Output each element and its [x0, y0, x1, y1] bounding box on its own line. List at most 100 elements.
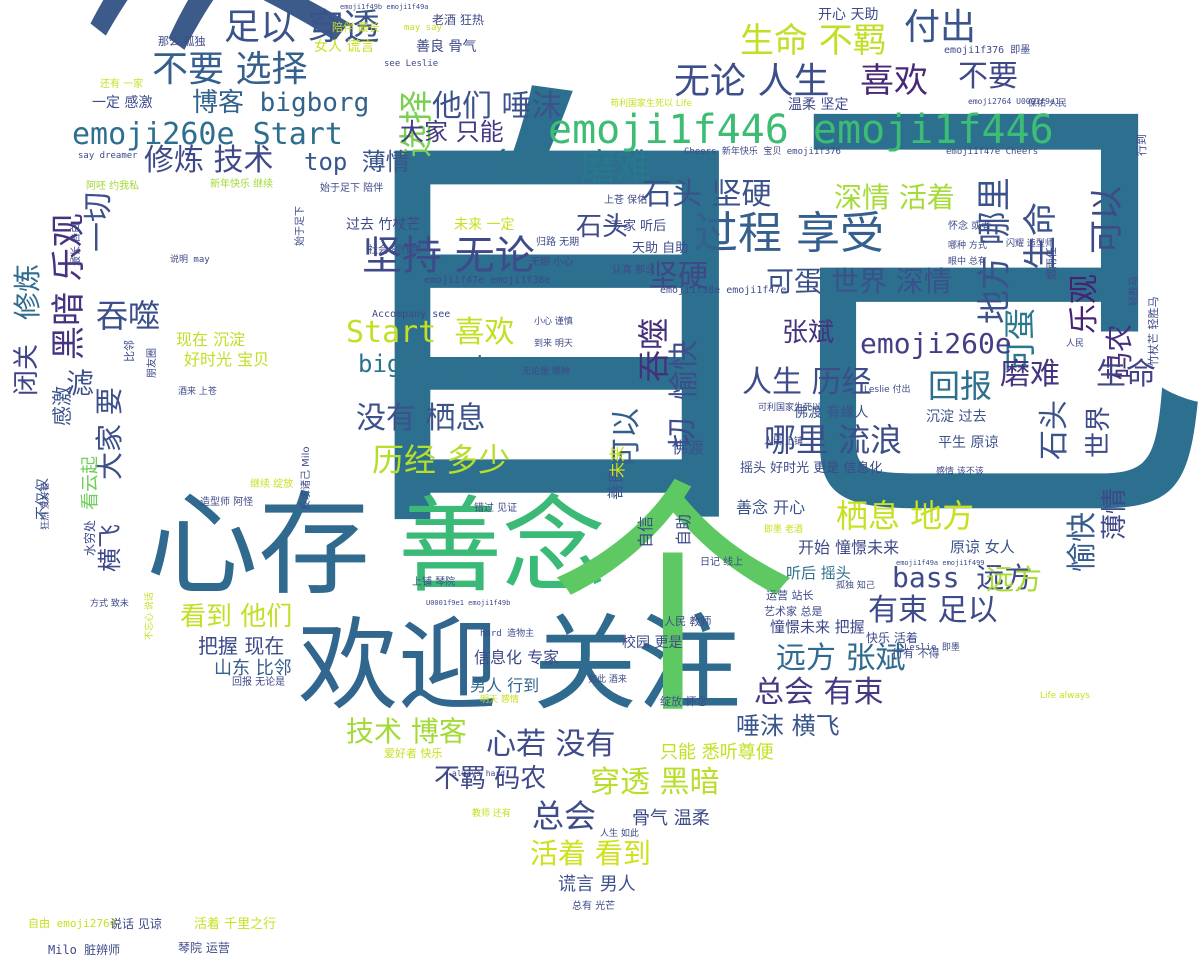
cloud-word: 回报 — [928, 367, 993, 405]
cloud-word: 到来 明天 — [534, 339, 573, 349]
cloud-word: 平生 原谅 — [938, 435, 999, 451]
cloud-word: 喜欢 — [860, 61, 928, 101]
cloud-word: 轻胜马 — [1129, 276, 1140, 306]
cloud-word: U0001f9e1 emoji1f49b — [426, 599, 511, 607]
cloud-word: 说话 见谅 — [110, 917, 162, 931]
cloud-word: 竹杖芒 轻胜马 — [1147, 296, 1160, 367]
cloud-word: 绽放 怀念 — [660, 695, 708, 708]
cloud-word: 眼中 总有 — [948, 257, 987, 267]
cloud-word: 方式 致未 — [90, 599, 129, 609]
cloud-word: 磨难 — [1000, 357, 1060, 392]
cloud-word: 始于足下 陪伴 — [320, 183, 384, 194]
cloud-word: emoji2764 U0001f9e1 — [968, 97, 1060, 106]
cloud-word: 朋友圈 — [147, 348, 158, 378]
cloud-word: 博客 bigborg — [192, 88, 370, 118]
cloud-word: 新年快乐 继续 — [210, 179, 274, 190]
cloud-word: 造型师 阿怪 — [200, 497, 254, 508]
cloud-word: 小心 谨慎 — [534, 317, 573, 327]
cloud-word: 自助 — [674, 513, 693, 546]
cloud-word: 谎言 男人 — [558, 874, 636, 895]
cloud-word: 关注 — [533, 603, 742, 725]
cloud-word: 不忘心 说话 — [145, 592, 155, 640]
cloud-word: always hard — [452, 769, 505, 778]
cloud-word: 石头 — [576, 212, 629, 242]
cloud-word: 生命 — [1096, 357, 1156, 392]
cloud-word: 心存 — [146, 481, 370, 611]
cloud-word: 专家 听后 — [610, 219, 667, 234]
cloud-word: emoji1f376 即墨 — [944, 45, 1031, 56]
cloud-word: 说明 may — [170, 255, 210, 265]
cloud-word: 栖息 地方 — [836, 497, 975, 535]
cloud-word: 怀念 或者 — [948, 221, 992, 232]
cloud-word: 上铺 琴院 — [412, 577, 456, 588]
cloud-word: 可利国家生死以 — [758, 403, 822, 413]
cloud-word: 信息化 专家 — [474, 648, 560, 667]
cloud-word: 校园 更是 — [622, 635, 683, 651]
cloud-word: 世界 — [1084, 405, 1114, 458]
cloud-word: 人民 教师 — [664, 615, 712, 628]
cloud-word: 即墨 老酒 — [764, 525, 803, 535]
cloud-word: emoji260e Start — [72, 117, 343, 152]
cloud-word: 好时光 宝贝 — [184, 350, 270, 369]
cloud-word: 阿呸 约我私 — [86, 181, 140, 192]
cloud-word: 孤独 知己 — [836, 581, 875, 591]
cloud-word: emoji1f446 emoji1f446 — [548, 107, 1054, 153]
cloud-word: 没有 栖息 — [356, 401, 486, 436]
cloud-word: Leslie 付出 — [864, 385, 911, 395]
cloud-word: 苟利国家生死以 Life — [610, 99, 693, 109]
cloud-word: Start 喜欢 — [346, 315, 515, 350]
cloud-word: 反求诸己 Milo — [301, 446, 312, 510]
cloud-word: 认真 那么 — [612, 265, 656, 276]
cloud-word: 哪种 方式 — [948, 241, 987, 251]
cloud-word: 感激 — [50, 386, 74, 426]
cloud-word: 社会 副作用 — [368, 245, 422, 256]
cloud-word: 女人 谎言 — [314, 39, 375, 55]
cloud-word: 佛渡 有缘人 — [794, 405, 869, 421]
cloud-word: say dreamer — [78, 151, 138, 161]
cloud-word: 多少 — [486, 147, 559, 188]
cloud-word: 石头 — [1037, 400, 1072, 460]
cloud-word: 欢迎 — [298, 607, 498, 724]
cloud-word: 穿透 黑暗 — [590, 765, 720, 800]
cloud-word: Cheers 新年快乐 宝贝 emoji1f376 — [684, 147, 841, 157]
cloud-word: 把握 现在 — [198, 634, 285, 658]
cloud-word: Milo 脏辨师 — [48, 943, 121, 957]
cloud-word: 愉快 — [1065, 512, 1100, 572]
cloud-word: 薄情 — [1100, 487, 1130, 540]
cloud-word: 愉快 — [667, 340, 702, 400]
cloud-word: emoji1f47e emoji1f38e — [424, 275, 551, 286]
cloud-word: 石头 坚硬 — [642, 177, 772, 212]
cloud-word: 付出 — [904, 7, 977, 48]
cloud-word: 不要 选择 — [152, 49, 308, 90]
cloud-word: 人民 上铺 — [764, 437, 803, 447]
cloud-word: 一定 感激 — [92, 95, 153, 111]
cloud-word: 狂热 爱好者 — [41, 482, 51, 530]
cloud-word: 无论是 哪种 — [522, 367, 570, 377]
cloud-word: 感情 该不该 — [936, 467, 984, 477]
cloud-word: 有束 足以 — [868, 593, 998, 628]
cloud-word: 原谅 女人 — [950, 538, 1015, 556]
cloud-word: 他们 唾沫 — [432, 89, 562, 124]
cloud-word: 老酒 狂热 — [432, 13, 484, 27]
cloud-word: 沉淀 过去 — [926, 409, 987, 425]
cloud-word: 骨气 温柔 — [632, 808, 710, 829]
cloud-word: 山东 比邻 — [214, 658, 292, 679]
cloud-word: bigborg top — [358, 350, 517, 378]
cloud-word: emoji1f49b emoji1f49a — [340, 3, 429, 11]
cloud-word: 还有 一家 — [100, 79, 144, 90]
cloud-word: hard 造物主 — [480, 629, 535, 639]
cloud-word: 人生 如此 — [600, 829, 639, 839]
cloud-word: see Leslie — [384, 59, 439, 69]
cloud-word: 个 — [548, 457, 798, 748]
cloud-word: 快乐 活着 — [866, 631, 918, 645]
cloud-word: 吞噬 — [96, 297, 161, 335]
cloud-word: 运营 站长 — [766, 589, 814, 602]
cloud-word: 摇头 好时光 更是 信息化 — [740, 461, 883, 476]
cloud-word: 生命 不羁 — [740, 21, 887, 61]
cloud-word: 活着 看到 — [530, 837, 651, 870]
cloud-word: 未来 一定 — [454, 217, 515, 233]
cloud-word: 错过 见证 — [474, 503, 518, 514]
cloud-word: 只能 悉听尊便 — [660, 742, 774, 763]
cloud-word: 回报 无论是 — [232, 677, 286, 688]
cloud-word: 坚硬 — [648, 259, 708, 294]
